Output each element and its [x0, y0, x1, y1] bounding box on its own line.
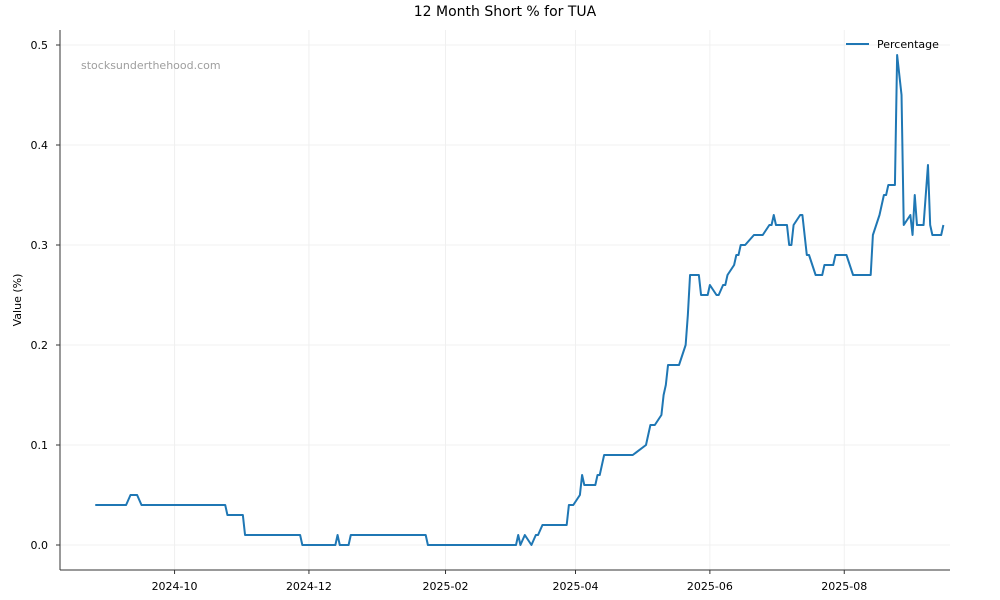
x-tick-label: 2024-12 — [286, 580, 332, 593]
y-tick-label: 0.5 — [31, 39, 49, 52]
y-tick-label: 0.1 — [31, 439, 49, 452]
x-tick-label: 2025-06 — [687, 580, 733, 593]
x-tick-label: 2025-08 — [821, 580, 867, 593]
watermark-text: stocksunderthehood.com — [81, 59, 221, 72]
x-axis-ticks: 2024-10 2024-12 2025-02 2025-04 2025-06 2025-… — [152, 570, 867, 593]
y-axis-label: Value (%) — [11, 274, 24, 327]
y-tick-label: 0.4 — [31, 139, 49, 152]
y-axis-ticks: 0.0 0.1 0.2 0.3 0.4 0.5 — [31, 39, 60, 552]
y-gridlines — [60, 44, 950, 546]
series-layer — [95, 54, 945, 546]
legend-label-percentage: Percentage — [877, 38, 939, 51]
y-tick-label: 0.0 — [31, 539, 49, 552]
y-tick-label: 0.2 — [31, 339, 49, 352]
x-gridlines — [174, 30, 845, 570]
series-line-percentage — [95, 54, 945, 546]
legend[interactable]: Percentage — [846, 38, 939, 51]
chart-title: 12 Month Short % for TUA — [414, 4, 597, 20]
x-tick-label: 2025-04 — [553, 580, 599, 593]
x-tick-label: 2025-02 — [423, 580, 469, 593]
y-tick-label: 0.3 — [31, 239, 49, 252]
x-tick-label: 2024-10 — [152, 580, 198, 593]
